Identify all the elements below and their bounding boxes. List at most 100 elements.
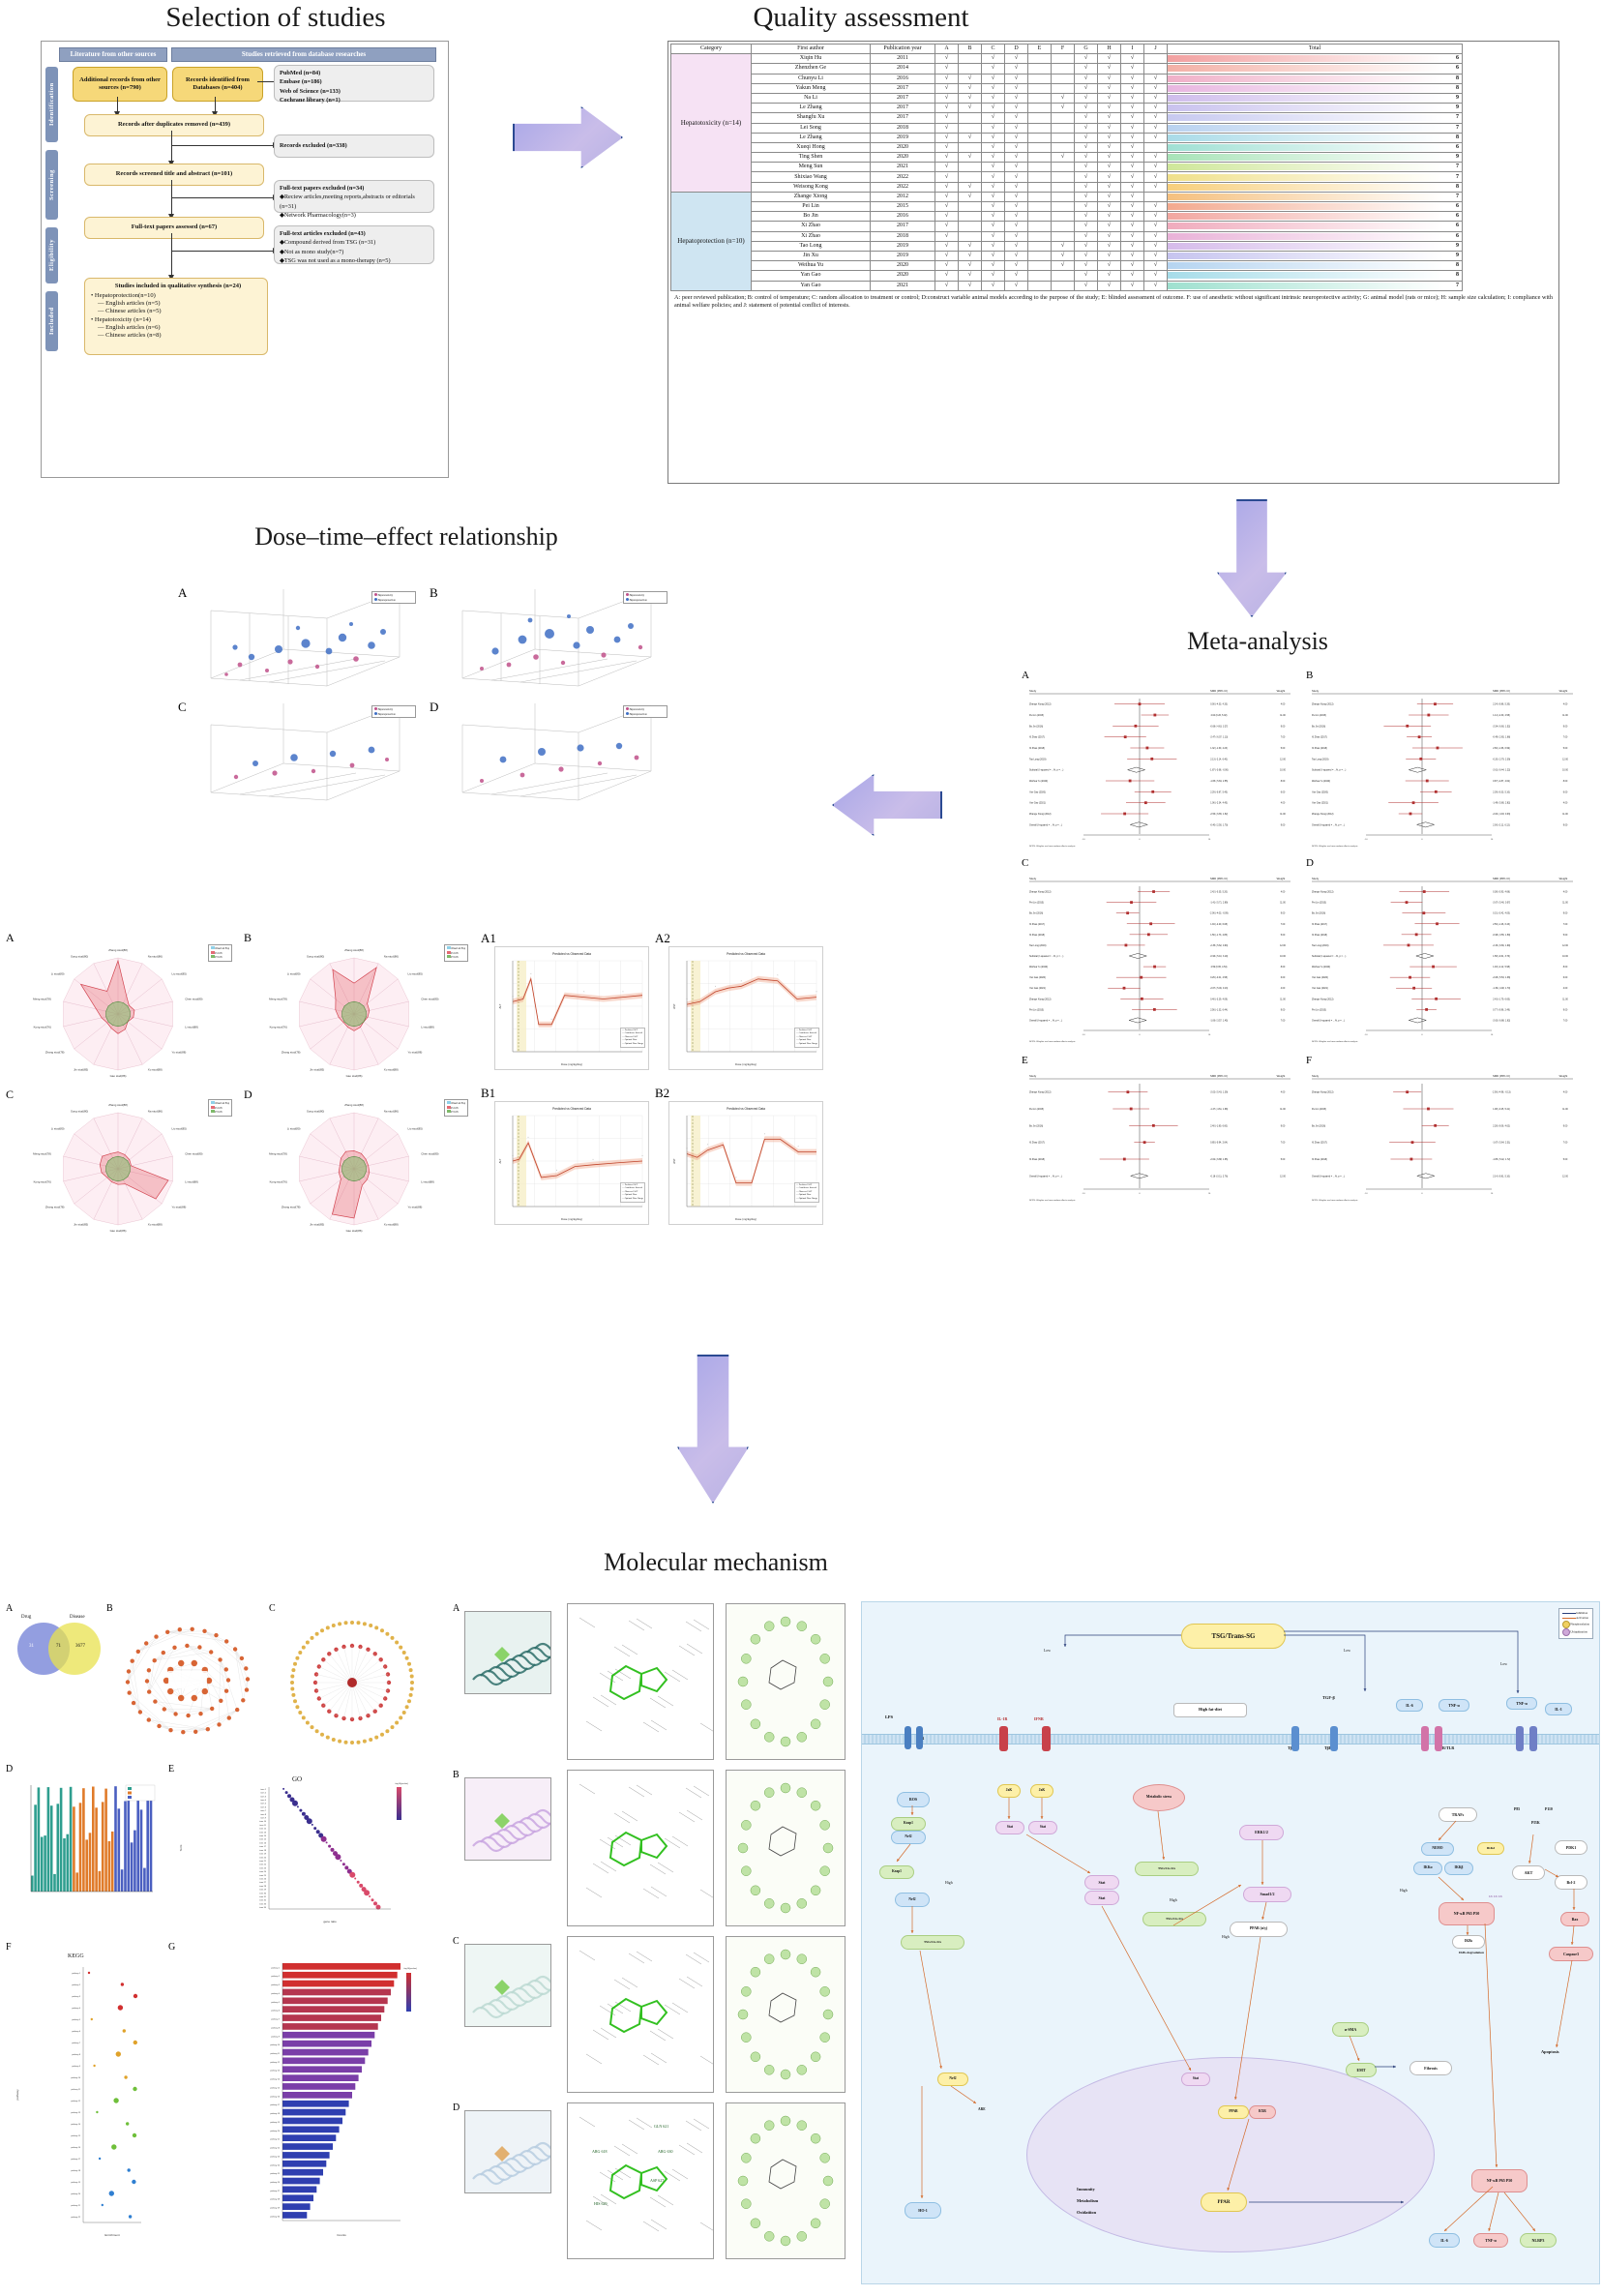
legend-entry: Hepatoprotection [374, 711, 413, 717]
svg-text:pathway 20: pathway 20 [270, 2130, 280, 2132]
svg-text:Weight: Weight [1559, 689, 1568, 693]
qa-cell-criterion [1027, 200, 1052, 213]
database-item: Embase (n=186) [280, 78, 322, 86]
legend-entry: P=0.05 [210, 1105, 229, 1111]
qa-cell-criterion [1027, 260, 1052, 272]
qa-cell-year: 2017 [870, 221, 935, 232]
svg-text:10: 10 [1491, 1192, 1494, 1195]
forest-label-f: F [1306, 1055, 1313, 1066]
qa-cell-criterion: √ [958, 280, 982, 291]
qa-cell-criterion: √ [1097, 230, 1121, 242]
qa-cell-total: 8 [1167, 181, 1463, 193]
qa-cell-criterion: √ [981, 73, 1005, 84]
qa-cell-total: 6 [1167, 53, 1463, 65]
dr-label-b2: B2 [655, 1086, 670, 1100]
svg-text:Predicted vs Observed Data: Predicted vs Observed Data [727, 1107, 765, 1111]
qa-cell-criterion: √ [1004, 92, 1028, 104]
svg-text:Overall (I-squared = ...%, p =: Overall (I-squared = ...%, p = ...) [1312, 823, 1345, 826]
docking-2d-a [726, 1603, 846, 1760]
qa-cell-criterion: √ [1120, 280, 1144, 291]
qa-col-author: First author [751, 43, 871, 55]
qa-cell-total: 7 [1167, 191, 1463, 203]
svg-text:gene ratio: gene ratio [323, 1920, 337, 1923]
svg-text:Zhang stud(88): Zhang stud(88) [108, 948, 128, 952]
svg-text:term 2: term 2 [260, 1792, 267, 1795]
legend-entry: Observed Exp [210, 946, 229, 951]
prisma-connector [168, 233, 174, 281]
svg-text:-0.20 (-2.79, 2.39): -0.20 (-2.79, 2.39) [1493, 759, 1511, 760]
node-rxr: RXR [1249, 2105, 1276, 2119]
prisma-connector [114, 97, 120, 117]
label-p85: P85 [1514, 1807, 1521, 1811]
svg-text:×: × [816, 991, 817, 994]
table-row: Hepatoprotection (n=10) Zhange Xiong 2012 √… [670, 191, 1463, 291]
dr-legend: — Predicted ALT — Confidence Interval — Ob… [619, 1027, 645, 1048]
svg-text:7.00: 7.00 [1563, 737, 1568, 739]
qa-cell-criterion: √ [934, 132, 959, 143]
svg-text:Predicted vs Observed Data: Predicted vs Observed Data [552, 952, 591, 956]
qa-cell-criterion: √ [1004, 280, 1028, 291]
svg-text:Weihua Yu (2020): Weihua Yu (2020) [1312, 780, 1330, 783]
qa-cell-criterion [1027, 250, 1052, 262]
svg-text:×: × [764, 1132, 766, 1135]
svg-text:0: 0 [1139, 1033, 1141, 1036]
qa-cell-criterion: √ [1097, 260, 1121, 272]
qa-cell-total: 7 [1167, 162, 1463, 173]
node-ho1: HO-1 [905, 2202, 941, 2219]
qa-cell-criterion: √ [934, 171, 959, 183]
docking-2d-b [726, 1770, 846, 1926]
qa-cell-author: Bo Jin [751, 211, 871, 223]
svg-text:Zhange Xiong (2012): Zhange Xiong (2012) [1312, 1091, 1334, 1094]
svg-text:Xi Zhao (2018): Xi Zhao (2018) [1029, 934, 1045, 937]
svg-text:term 18: term 18 [259, 1849, 267, 1852]
svg-text:Li stud(80): Li stud(80) [287, 972, 301, 976]
qa-cell-criterion: √ [1097, 141, 1121, 154]
svg-text:Xi Zhao (2017): Xi Zhao (2017) [1312, 1142, 1327, 1145]
qa-cell-criterion: √ [958, 181, 982, 193]
svg-text:6.00: 6.00 [1563, 791, 1568, 793]
qa-cell-criterion: √ [934, 270, 959, 282]
prisma-stage-identification: Identification [45, 67, 58, 142]
arrow-quality-to-meta [1217, 499, 1287, 617]
svg-text:SMD (95% CI): SMD (95% CI) [1493, 1074, 1510, 1078]
svg-text:Meng stud(78): Meng stud(78) [269, 998, 287, 1001]
legend-entry: — Optimal Dose [621, 1039, 638, 1042]
database-item: Cochrane library (n=1) [280, 97, 341, 104]
svg-text:Li stud(80): Li stud(80) [51, 1127, 65, 1131]
qa-cell-criterion: √ [958, 92, 982, 104]
svg-text:pathway 26: pathway 26 [270, 2181, 280, 2184]
table-row: Yan Gao 2020 √ √ √ √ √ √ √ √ 8 [671, 270, 1463, 282]
legend-entry: Hepatoprotection [374, 597, 413, 603]
articles-excluded-item: ◆TSG was not used as a mono-therapy (n=5… [280, 257, 391, 265]
qa-cell-criterion: √ [981, 112, 1005, 124]
qa-cell-criterion: √ [1143, 280, 1168, 291]
svg-text:9.00: 9.00 [1563, 1009, 1568, 1011]
qa-cell-criterion: √ [1143, 112, 1168, 124]
qa-cell-criterion [1027, 191, 1052, 203]
qa-cell-criterion: √ [934, 112, 959, 124]
svg-text:term 1: term 1 [260, 1788, 267, 1791]
arrow-to-mechanism [677, 1355, 749, 1504]
qa-cell-criterion: √ [1143, 152, 1168, 164]
qa-cell-criterion [1051, 191, 1075, 203]
qa-cell-author: Zhenzhen Ge [751, 63, 871, 75]
svg-text:Bo Jin (2016): Bo Jin (2016) [1029, 912, 1043, 915]
netpharm-label-c: C [269, 1603, 276, 1614]
docking-residue-label: GLN 621 [654, 2124, 669, 2129]
node-high-fat-diet: High fat-diet [1173, 1703, 1247, 1717]
node-nrf2-3: Nrf2 [937, 2072, 968, 2086]
radar-legend: Observed Exp P=0.05 P<0.05 [443, 1099, 468, 1117]
svg-text:-2.67 (-5.46, 0.13): -2.67 (-5.46, 0.13) [1210, 988, 1229, 990]
svg-text:10: 10 [1208, 838, 1211, 841]
svg-text:-2.00 (-4.03, 0.03): -2.00 (-4.03, 0.03) [1493, 814, 1511, 816]
table-row: Na Li 2017 √ √ √ √ √ √ √ √ √ 9 [671, 92, 1463, 104]
qa-cell-criterion [1051, 141, 1075, 154]
dose-response-group: A1 A2 B1 B2 Predicted vs Observed Data × ×… [479, 929, 827, 1248]
svg-text:-10: -10 [1082, 838, 1085, 841]
qa-cell-criterion: √ [1097, 162, 1121, 173]
svg-text:term 6: term 6 [260, 1805, 267, 1808]
svg-text:7.00: 7.00 [1563, 924, 1568, 926]
qa-cell-criterion [1051, 162, 1075, 173]
svg-text:2.28 (-0.06, 4.62): 2.28 (-0.06, 4.62) [1493, 1125, 1510, 1127]
qa-cell-criterion: √ [1004, 240, 1028, 252]
